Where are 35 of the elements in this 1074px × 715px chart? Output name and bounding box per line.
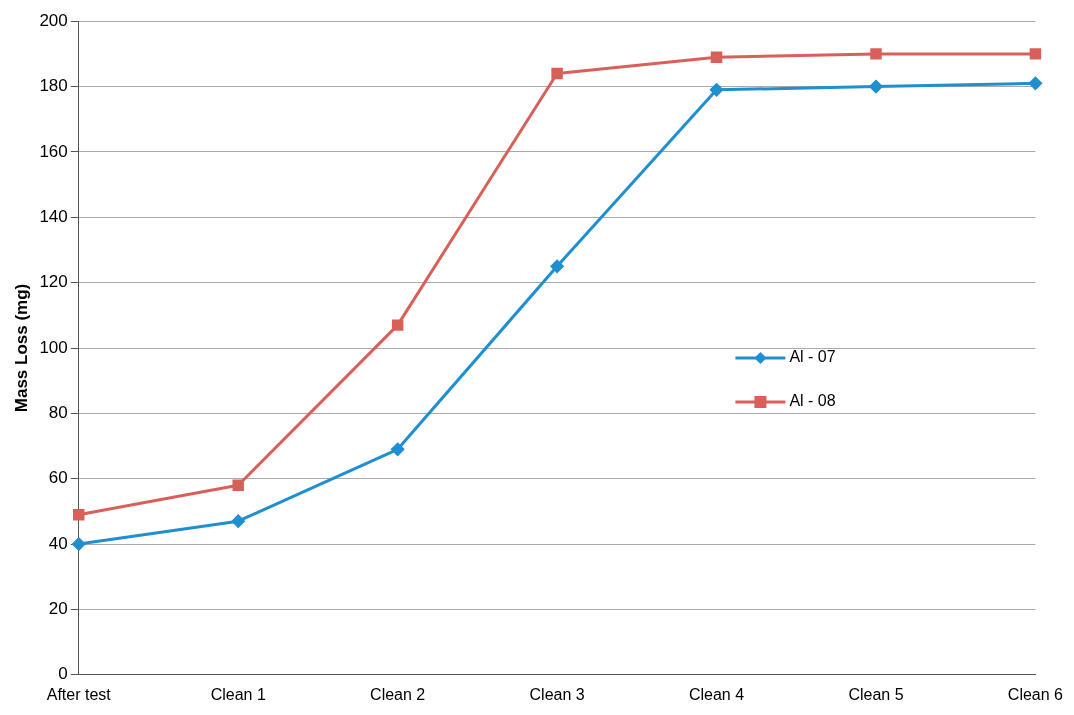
x-tick-label: Clean 2 — [370, 685, 426, 703]
point — [710, 51, 723, 63]
y-tick-label: 120 — [39, 272, 68, 292]
y-axis-title: Mass Loss (mg) — [11, 283, 31, 413]
point — [231, 514, 245, 528]
point — [391, 319, 404, 331]
point — [1028, 76, 1042, 90]
point — [72, 537, 86, 551]
point — [232, 479, 244, 491]
point — [550, 259, 564, 273]
y-tick-label: 180 — [39, 76, 68, 96]
point — [391, 442, 405, 456]
x-tick-label: Clean 4 — [688, 685, 745, 703]
x-tick-label: Clean 6 — [1007, 685, 1064, 703]
point — [710, 83, 724, 97]
y-tick-label: 80 — [48, 403, 68, 423]
x-tick-label: Clean 1 — [210, 685, 266, 703]
point — [551, 67, 563, 80]
point — [73, 508, 85, 521]
point — [1029, 48, 1042, 60]
point — [869, 80, 883, 94]
legend-label: Al - 07 — [789, 348, 836, 366]
y-tick-label: 140 — [39, 206, 68, 226]
x-tick-label: Clean 3 — [529, 685, 585, 703]
y-tick-label: 40 — [48, 533, 68, 553]
x-tick-label: After test — [46, 685, 112, 703]
y-tick-label: 160 — [39, 141, 68, 161]
y-tick-label: 60 — [48, 468, 68, 488]
y-tick-label: 100 — [39, 337, 68, 357]
legend-label: Al - 08 — [789, 392, 836, 410]
x-tick-label: Clean 5 — [848, 685, 904, 703]
y-tick-label: 0 — [58, 664, 68, 684]
y-tick-label: 200 — [39, 10, 68, 30]
point — [870, 48, 882, 60]
y-tick-label: 20 — [48, 599, 68, 619]
